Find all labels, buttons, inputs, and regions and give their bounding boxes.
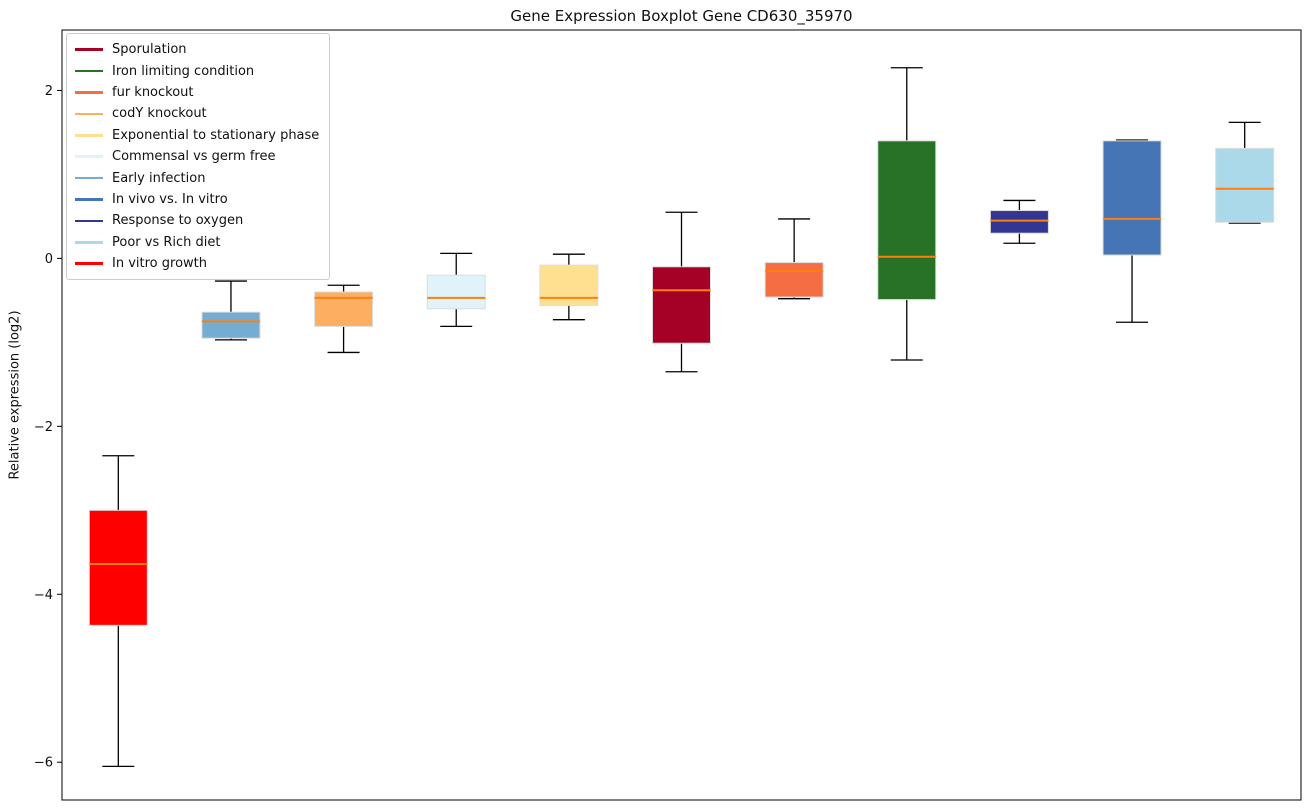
box-sporulation xyxy=(652,266,711,344)
legend-item: In vivo vs. In vitro xyxy=(75,189,319,210)
legend-label: Response to oxygen xyxy=(112,213,244,229)
legend-label: codY knockout xyxy=(112,106,207,122)
legend-swatch-line xyxy=(75,262,103,265)
box-response-to-oxygen xyxy=(989,210,1049,234)
legend-item: Commensal vs germ free xyxy=(75,146,319,167)
legend-swatch-line xyxy=(75,133,103,137)
legend-item: Poor vs Rich diet xyxy=(75,232,319,253)
legend-item: codY knockout xyxy=(75,103,319,124)
legend-item: Iron limiting condition xyxy=(75,60,319,81)
legend-swatch-line xyxy=(75,91,103,94)
legend-label: Iron limiting condition xyxy=(112,63,255,79)
box-commensal-vs-germ-free xyxy=(426,274,486,310)
legend-item: Response to oxygen xyxy=(75,210,319,231)
legend-label: In vitro growth xyxy=(112,256,207,272)
box-in-vivo-vs-in-vitro xyxy=(1102,140,1162,256)
legend-swatch-line xyxy=(75,240,103,244)
plot-border xyxy=(61,29,1302,801)
y-tick-label: 0 xyxy=(45,252,53,267)
box-exponential-to-stationary-phase xyxy=(539,264,599,306)
box-iron-limiting-condition xyxy=(877,140,937,301)
legend-item: In vitro growth xyxy=(75,253,319,274)
box-in-vitro-growth xyxy=(88,509,148,626)
legend-swatch-line xyxy=(75,69,103,73)
chart-title: Gene Expression Boxplot Gene CD630_35970 xyxy=(510,7,853,25)
box-fur-knockout xyxy=(764,262,824,298)
legend-item: Sporulation xyxy=(75,39,319,60)
legend: Sporulation Iron limiting condition fur kn… xyxy=(66,33,331,281)
y-tick-label: 2 xyxy=(45,84,53,99)
legend-label: In vivo vs. In vitro xyxy=(112,191,228,207)
legend-label: fur knockout xyxy=(112,84,194,100)
legend-swatch-line xyxy=(75,48,103,51)
legend-label: Exponential to stationary phase xyxy=(112,127,320,143)
legend-label: Poor vs Rich diet xyxy=(112,234,221,250)
box-poor-vs-rich-diet xyxy=(1215,147,1275,223)
legend-label: Commensal vs germ free xyxy=(112,149,276,165)
legend-item: fur knockout xyxy=(75,82,319,103)
y-tick-label: −2 xyxy=(34,420,53,435)
legend-item: Early infection xyxy=(75,167,319,188)
legend-item: Exponential to stationary phase xyxy=(75,125,319,146)
legend-swatch-line xyxy=(75,112,103,116)
y-tick-label: −6 xyxy=(34,756,53,771)
legend-label: Sporulation xyxy=(112,42,187,58)
legend-swatch-line xyxy=(75,176,103,180)
legend-label: Early infection xyxy=(112,170,206,186)
y-tick-label: −4 xyxy=(34,588,53,603)
legend-swatch-line xyxy=(75,198,103,201)
box-early-infection xyxy=(201,311,261,339)
legend-swatch-line xyxy=(75,155,103,158)
legend-swatch-line xyxy=(75,219,103,223)
